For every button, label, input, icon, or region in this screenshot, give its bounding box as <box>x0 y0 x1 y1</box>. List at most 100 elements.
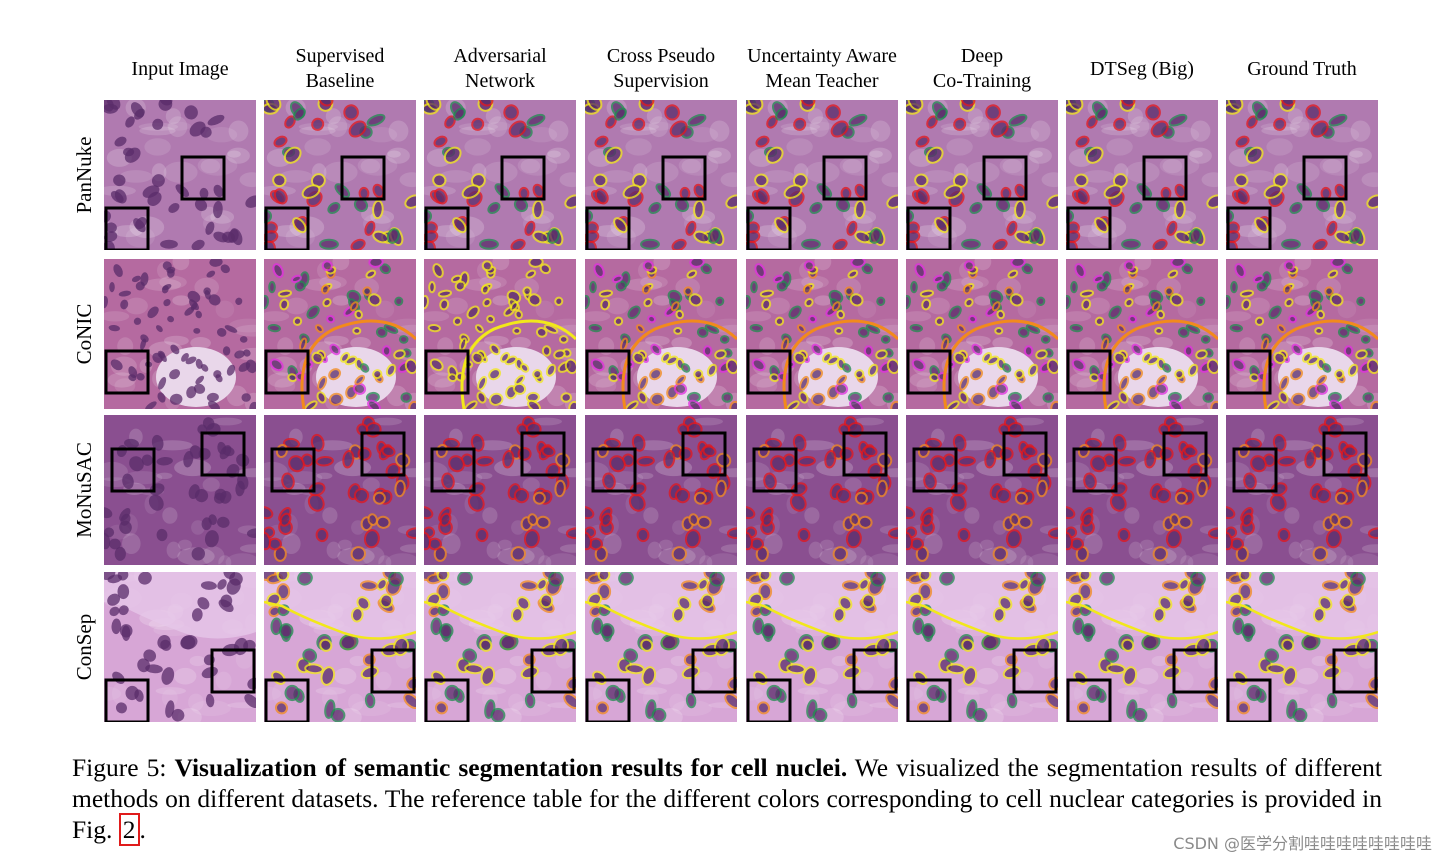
tissue-texture <box>585 311 611 322</box>
nucleus-outline <box>376 515 391 529</box>
nucleus-outline <box>1273 351 1286 364</box>
figure-reference-link[interactable]: 2 <box>118 813 140 846</box>
nucleus-outline <box>1227 100 1244 111</box>
nucleus <box>191 239 205 250</box>
nucleus-outline <box>614 107 627 121</box>
tissue-texture <box>1187 553 1218 565</box>
tissue-texture <box>178 539 192 551</box>
nucleus-outline <box>919 289 935 298</box>
nucleus-outline <box>821 634 841 651</box>
nucleus-outline <box>1096 280 1108 292</box>
tissue-texture <box>509 655 526 667</box>
segmentation-image <box>1066 259 1218 409</box>
nucleus-outline <box>1288 314 1298 324</box>
segmentation-image <box>906 259 1058 409</box>
segmentation-image <box>424 259 576 409</box>
tissue-texture <box>820 539 834 551</box>
nucleus-outline <box>403 692 416 710</box>
nucleus-outline <box>834 382 849 395</box>
caption-prefix: Figure 5: <box>72 753 175 782</box>
nucleus-outline <box>1319 447 1334 461</box>
nucleus-outline <box>1169 513 1180 526</box>
tissue-texture <box>1188 147 1212 164</box>
nucleus-outline <box>394 296 404 306</box>
column-header-ground-truth: Ground Truth <box>1217 57 1387 82</box>
nucleus-outline <box>340 352 350 363</box>
tissue-texture <box>1189 150 1203 158</box>
nucleus-outline <box>649 392 665 406</box>
segmentation-image <box>104 415 256 565</box>
tissue-texture <box>484 335 509 346</box>
nucleus-outline <box>1245 146 1264 164</box>
zoom-box <box>906 678 952 722</box>
nucleus-outline <box>1161 580 1180 591</box>
zoom-box <box>270 447 316 493</box>
tissue-texture <box>1349 150 1363 158</box>
tissue-texture <box>1296 667 1319 685</box>
nucleus-outline <box>292 316 303 326</box>
tissue-texture <box>285 297 308 315</box>
nucleus-outline <box>1112 433 1127 452</box>
nucleus-outline <box>400 392 412 403</box>
nucleus-outline <box>564 194 576 209</box>
nucleus-outline <box>700 593 715 609</box>
zoom-box <box>104 349 150 395</box>
nucleus-outline <box>1316 309 1325 320</box>
nucleus-outline <box>353 488 370 504</box>
nucleus-outline <box>541 445 556 458</box>
tissue-texture <box>1324 477 1342 492</box>
nucleus-outline <box>1174 199 1186 220</box>
nucleus-outline <box>372 369 383 380</box>
nucleus <box>208 400 220 409</box>
nucleus-outline <box>921 298 932 311</box>
nucleus <box>189 121 206 137</box>
nucleus-outline <box>754 173 769 188</box>
tissue-texture <box>761 170 795 183</box>
nucleus-outline <box>1321 363 1332 373</box>
tissue-texture <box>1076 378 1098 394</box>
nucleus-outline <box>1291 343 1303 356</box>
nucleus-outline <box>350 546 367 562</box>
nucleus-outline <box>1334 199 1346 220</box>
nucleus-outline <box>912 617 925 636</box>
nucleus-outline <box>1188 228 1202 244</box>
nucleus-outline <box>489 343 501 356</box>
tissue-texture <box>669 693 685 711</box>
nucleus-outline <box>1006 220 1018 236</box>
tissue-texture <box>476 472 493 479</box>
nucleus-outline <box>786 663 806 675</box>
nucleus-outline <box>936 280 948 292</box>
nucleus-outline <box>882 392 894 403</box>
nucleus-outline <box>996 309 1005 320</box>
nucleus-outline <box>749 323 763 333</box>
nucleus-outline <box>660 634 680 651</box>
nucleus <box>226 364 236 376</box>
zoom-box <box>906 206 952 250</box>
nucleus <box>246 528 256 538</box>
nucleus-outline <box>858 578 870 591</box>
nucleus-outline <box>876 479 888 498</box>
nucleus-outline <box>1154 326 1164 335</box>
nucleus-outline <box>1252 274 1264 284</box>
region-outline <box>424 600 576 640</box>
nucleus-outline <box>600 512 613 527</box>
tile-monusac-dtseg <box>1066 415 1218 565</box>
nucleus-outline <box>640 238 660 250</box>
nucleus-outline <box>970 392 986 406</box>
nucleus-outline <box>985 104 1001 121</box>
nucleus <box>115 702 128 714</box>
nucleus-outline <box>641 284 651 295</box>
nucleus-outline <box>906 506 916 520</box>
nucleus-outline <box>500 352 510 363</box>
nucleus-outline <box>999 447 1014 461</box>
tissue-texture <box>645 335 670 346</box>
nucleus-outline <box>311 117 325 131</box>
figure: Input Image Supervised Baseline Adversarial… <box>72 45 1387 722</box>
tissue-texture <box>349 655 366 667</box>
nucleus-outline <box>546 228 560 244</box>
nucleus <box>158 376 167 390</box>
tissue-texture <box>1162 158 1183 174</box>
tissue-texture <box>1127 108 1143 125</box>
nucleus-outline <box>375 327 388 338</box>
nucleus <box>157 392 166 403</box>
